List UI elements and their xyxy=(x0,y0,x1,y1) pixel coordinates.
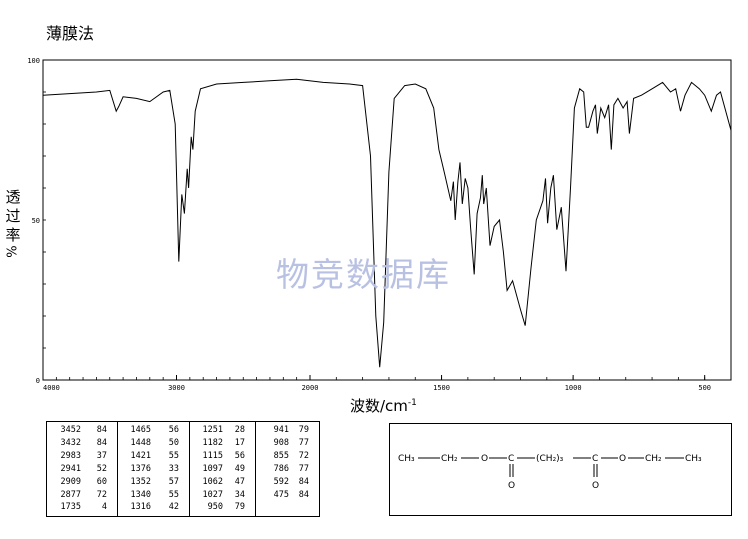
peak-transmittance: 49 xyxy=(234,463,245,474)
peak-wavenumber: 2983 xyxy=(60,450,81,461)
peak-wavenumber: 2941 xyxy=(60,463,81,474)
ch3-right: CH₃ xyxy=(685,454,702,464)
x-tick-label: 2000 xyxy=(302,384,319,392)
peak-transmittance: 56 xyxy=(234,450,245,461)
peak-transmittance: 84 xyxy=(96,437,107,448)
carbonyl-oxygen-1: O xyxy=(508,481,515,491)
peak-transmittance: 33 xyxy=(168,463,179,474)
peak-wavenumber: 1421 xyxy=(130,450,151,461)
peak-transmittance: 55 xyxy=(168,450,179,461)
y-tick-label: 0 xyxy=(36,377,40,385)
y-tick-label: 100 xyxy=(27,57,40,65)
ch3-left: CH₃ xyxy=(398,454,415,464)
y-tick-label: 50 xyxy=(32,217,40,225)
peak-transmittance: 47 xyxy=(234,476,245,487)
peak-transmittance: 79 xyxy=(298,425,309,435)
peak-wavenumber: 950 xyxy=(207,502,223,513)
peak-transmittance: 60 xyxy=(96,476,107,487)
major-ticks: 4000 3000 2000 1500 1000 500 xyxy=(42,375,711,392)
y-ticks: 0 50 100 xyxy=(27,57,46,385)
x-axis-label: 波数/cm-1 xyxy=(350,397,417,415)
peak-transmittance: 84 xyxy=(298,489,309,500)
peak-wavenumber: 1735 xyxy=(60,502,81,513)
peak-table: 3452 84 3432 84 2983 37 2941 52 2909 60 2877 72 1735… xyxy=(46,421,320,517)
x-tick-label: 3000 xyxy=(168,384,185,392)
peak-transmittance: 56 xyxy=(168,425,179,435)
peak-transmittance: 72 xyxy=(96,489,107,500)
peak-wavenumber: 908 xyxy=(273,437,289,448)
x-tick-label: 1500 xyxy=(433,384,450,392)
peak-transmittance: 79 xyxy=(234,502,245,513)
peak-wavenumber: 3452 xyxy=(60,425,81,435)
peak-wavenumber: 941 xyxy=(273,425,289,435)
peak-wavenumber: 592 xyxy=(273,476,289,487)
peak-transmittance: 77 xyxy=(298,463,309,474)
peak-transmittance: 57 xyxy=(168,476,179,487)
methylene-repeat: (CH₂)₃ xyxy=(536,454,564,464)
y-axis-label-char: 透 xyxy=(5,188,21,206)
peak-wavenumber: 475 xyxy=(273,489,289,500)
carbonyl-carbon-2: C xyxy=(592,454,598,464)
peak-wavenumber: 1097 xyxy=(202,463,223,474)
ch2-left: CH₂ xyxy=(441,454,458,464)
peak-transmittance: 4 xyxy=(101,502,107,513)
peak-wavenumber: 1182 xyxy=(202,437,223,448)
watermark: 物竞数据库 xyxy=(276,255,451,294)
peak-wavenumber: 1376 xyxy=(130,463,151,474)
peak-transmittance: 28 xyxy=(234,425,245,435)
peak-table-column: 941 79 908 77 855 72 786 77 592 84 475 84 xyxy=(255,422,319,516)
peak-transmittance: 52 xyxy=(96,463,107,474)
peak-wavenumber: 786 xyxy=(273,463,289,474)
peak-transmittance: 84 xyxy=(96,425,107,435)
ch2-right: CH₂ xyxy=(645,454,662,464)
peak-wavenumber: 1027 xyxy=(202,489,223,500)
ester-oxygen-2: O xyxy=(619,454,626,464)
y-axis-label: 透 过 率 xyxy=(2,188,24,245)
peak-wavenumber: 1340 xyxy=(130,489,151,500)
peak-table-column: 1251 28 1182 17 1115 56 1097 49 1062 47 1027 34 950 7… xyxy=(189,422,256,516)
peak-wavenumber: 1465 xyxy=(130,425,151,435)
x-tick-label: 500 xyxy=(698,384,711,392)
structure-box: CH₃ CH₂ O C O (CH₂)₃ C O O CH₂ CH₃ xyxy=(389,423,732,516)
x-tick-label: 4000 xyxy=(43,384,60,392)
peak-transmittance: 34 xyxy=(234,489,245,500)
peak-table-column: 1465 56 1448 50 1421 55 1376 33 1352 57 1340 55 1316… xyxy=(117,422,190,516)
spectrum-line xyxy=(42,78,732,368)
carbonyl-carbon-1: C xyxy=(508,454,514,464)
carbonyl-oxygen-2: O xyxy=(592,481,599,491)
x-tick-label: 1000 xyxy=(565,384,582,392)
ir-spectrum-chart: 4000 3000 2000 1500 1000 500 0 50 100 xyxy=(27,57,732,392)
peak-wavenumber: 855 xyxy=(273,450,289,461)
peak-wavenumber: 1062 xyxy=(202,476,223,487)
peak-transmittance: 77 xyxy=(298,437,309,448)
peak-wavenumber: 2877 xyxy=(60,489,81,500)
peak-wavenumber: 1448 xyxy=(130,437,151,448)
y-axis-label-char: 率 xyxy=(5,226,21,244)
y-axis-label-char: 过 xyxy=(5,207,21,225)
structure-formula: CH₃ CH₂ O C O (CH₂)₃ C O O CH₂ CH₃ xyxy=(398,454,702,491)
page-title: 薄膜法 xyxy=(46,24,95,43)
peak-transmittance: 42 xyxy=(168,502,179,513)
peak-transmittance: 72 xyxy=(298,450,309,461)
peak-wavenumber: 1352 xyxy=(130,476,151,487)
peak-wavenumber: 2909 xyxy=(60,476,81,487)
peak-wavenumber: 1316 xyxy=(130,502,151,513)
peak-transmittance: 55 xyxy=(168,489,179,500)
peak-transmittance: 50 xyxy=(168,437,179,448)
peak-transmittance: 84 xyxy=(298,476,309,487)
peak-wavenumber: 3432 xyxy=(60,437,81,448)
peak-transmittance: 37 xyxy=(96,450,107,461)
peak-table-column: 3452 84 3432 84 2983 37 2941 52 2909 60 2877 72 1735… xyxy=(47,422,118,516)
ester-oxygen-1: O xyxy=(481,454,488,464)
peak-wavenumber: 1115 xyxy=(202,450,223,461)
peak-transmittance: 17 xyxy=(234,437,245,448)
peak-wavenumber: 1251 xyxy=(202,425,223,435)
